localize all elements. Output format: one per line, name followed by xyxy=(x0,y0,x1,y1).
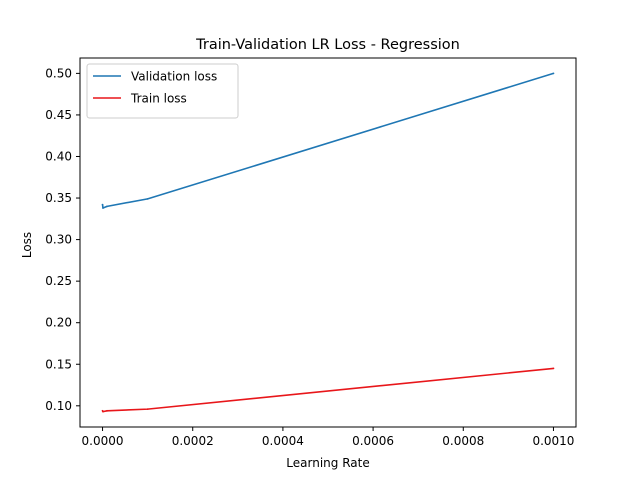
y-tick-label: 0.35 xyxy=(45,191,72,205)
y-tick-label: 0.45 xyxy=(45,108,72,122)
x-tick-label: 0.0000 xyxy=(82,434,124,448)
legend-box xyxy=(86,63,239,119)
validation-loss-point xyxy=(552,72,555,75)
validation-loss-point xyxy=(106,205,108,208)
y-axis-label: Loss xyxy=(20,232,34,258)
y-tick-label: 0.40 xyxy=(45,149,72,163)
tick-layer: 0.0000 0.0002 0.0004 0.0006 0.0008 0.0010 0.10… xyxy=(45,66,574,448)
series-layer xyxy=(101,72,555,413)
y-tick-label: 0.20 xyxy=(45,316,72,330)
validation-loss-point xyxy=(102,207,104,209)
validation-loss-point xyxy=(146,197,149,200)
x-tick-label: 0.0006 xyxy=(352,434,394,448)
train-loss-point xyxy=(102,410,104,413)
x-tick-label: 0.0002 xyxy=(172,434,214,448)
chart-title: Train-Validation LR Loss - Regression xyxy=(195,37,460,53)
axes-frame xyxy=(79,57,577,428)
train-loss-point xyxy=(146,408,149,411)
validation-loss-point xyxy=(101,203,104,206)
y-tick-label: 0.25 xyxy=(45,274,72,288)
y-tick-label: 0.30 xyxy=(45,233,72,247)
train-loss-point xyxy=(106,409,108,412)
train-loss-point xyxy=(552,367,555,370)
x-axis-label: Learning Rate xyxy=(286,456,369,470)
legend-label-validation-loss: Validation loss xyxy=(131,70,217,84)
y-tick-label: 0.50 xyxy=(45,66,72,80)
legend-label-train-loss: Train loss xyxy=(130,92,187,106)
y-tick-label: 0.15 xyxy=(45,357,72,371)
x-tick-label: 0.0004 xyxy=(262,434,304,448)
y-tick-label: 0.10 xyxy=(45,399,72,413)
x-tick-label: 0.0010 xyxy=(532,434,574,448)
legend: Validation loss Train loss xyxy=(86,63,239,119)
x-tick-label: 0.0008 xyxy=(442,434,484,448)
